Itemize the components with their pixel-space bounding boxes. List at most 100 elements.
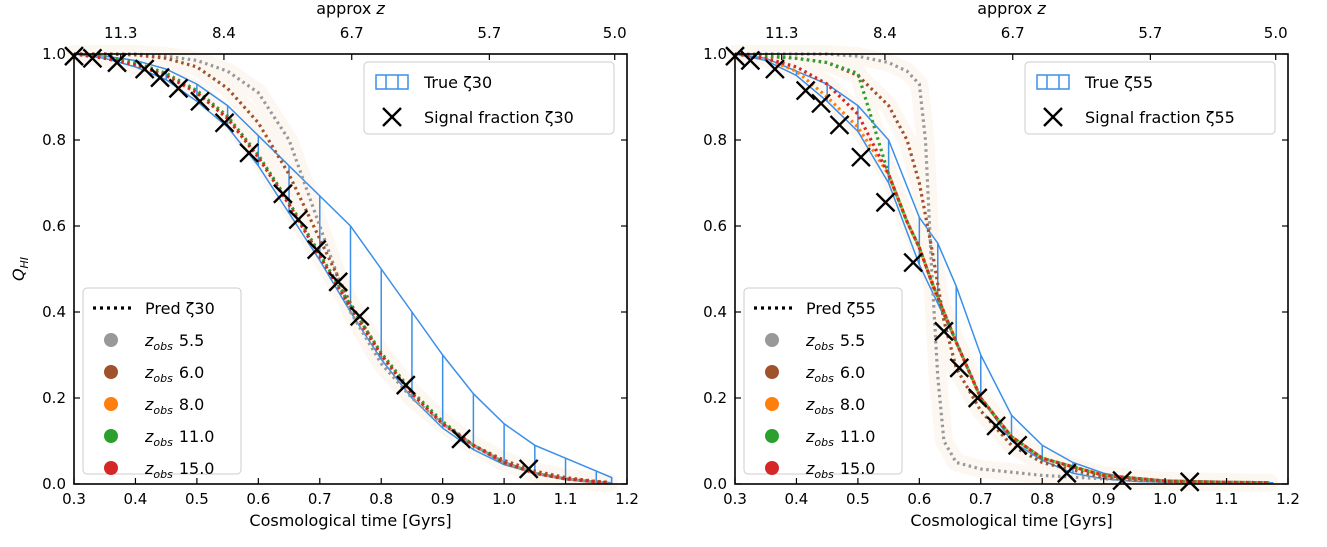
signal-fraction-point <box>190 91 210 112</box>
legend-label-main: z <box>144 331 154 350</box>
x-tick-label: 0.8 <box>1030 490 1054 508</box>
signal-marker-stroke <box>967 388 988 408</box>
legend-label-value: 15.0 <box>840 459 876 478</box>
signal-marker-stroke <box>82 48 103 69</box>
prediction-line-2 <box>74 52 609 484</box>
legend-label-value: 8.0 <box>840 395 865 414</box>
legend-lower-label: zobs 11.0 <box>144 427 214 449</box>
prediction-line-2 <box>734 52 1270 485</box>
y-tick-label: 0.0 <box>703 475 727 493</box>
legend-lower-label: zobs 8.0 <box>805 395 865 417</box>
x-tick-label: 0.6 <box>246 490 270 508</box>
top-axis-label-var: z <box>1036 0 1046 18</box>
signal-marker-stroke <box>949 358 970 378</box>
signal-marker-stroke <box>765 59 785 79</box>
legend-label-main: z <box>805 459 815 478</box>
legend-label-sub: obs <box>814 372 834 385</box>
signal-fraction-point <box>811 93 831 114</box>
signal-marker-stroke <box>349 306 370 327</box>
x-tick-label: 1.1 <box>1215 490 1239 508</box>
legend-label-sub: obs <box>153 436 173 449</box>
legend-lower-label: zobs 6.0 <box>144 363 204 385</box>
top-axis-label-word: approx <box>977 0 1037 18</box>
signal-fraction-point <box>328 272 349 292</box>
legend-lower-label: Pred ζ55 <box>806 299 876 318</box>
y-tick-label: 0.2 <box>42 389 66 407</box>
legend-label-main: z <box>144 459 154 478</box>
legend-label-sub: obs <box>814 340 834 353</box>
signal-fraction-point <box>168 78 189 99</box>
top-tick-label: 5.7 <box>477 24 501 42</box>
signal-fraction-point <box>451 429 471 449</box>
top-axis-label-var: z <box>375 0 385 18</box>
legend-upper-label: Signal fraction ζ55 <box>1085 108 1235 127</box>
top-tick-label: 6.7 <box>340 24 364 42</box>
legend-lower-label: zobs 5.5 <box>805 331 865 353</box>
legend-label-sub: obs <box>153 404 173 417</box>
signal-marker-stroke <box>150 67 170 88</box>
legend-label-main: z <box>805 395 815 414</box>
legend-lower-label: zobs 5.5 <box>144 331 204 353</box>
signal-marker-stroke <box>795 80 816 101</box>
x-tick-label: 1.1 <box>554 490 578 508</box>
x-tick-label: 1.0 <box>492 490 516 508</box>
legend-label-sub: obs <box>153 468 173 481</box>
x-tick-label: 0.5 <box>185 490 209 508</box>
signal-fraction-point <box>967 388 988 408</box>
top-axis-label: approx z <box>977 0 1046 18</box>
top-axis-label-word: approx <box>316 0 376 18</box>
y-tick-label: 0.0 <box>42 475 66 493</box>
prediction-line-5 <box>734 52 1270 485</box>
legend-label-value: 6.0 <box>840 363 865 382</box>
legend-lower-label: zobs 11.0 <box>805 427 875 449</box>
y-tick-label: 0.4 <box>703 303 727 321</box>
y-tick-label: 0.6 <box>703 217 727 235</box>
signal-fraction-point <box>986 416 1006 436</box>
y-axis-label-sub: HI <box>18 257 31 269</box>
signal-marker-stroke <box>306 239 327 260</box>
legend-dot-swatch <box>765 365 779 379</box>
legend-label-sub: obs <box>814 468 834 481</box>
legend-dot-swatch <box>765 397 779 411</box>
legend-dot-swatch <box>104 333 118 347</box>
legend-label-main: z <box>805 427 815 446</box>
signal-fraction-point <box>288 209 309 230</box>
signal-marker-stroke <box>239 143 259 163</box>
x-tick-label: 1.2 <box>615 490 639 508</box>
chart-panel-1: 0.3 0.4 0.5 0.6 0.7 0.8 0.9 1.0 1.1 1.2 0.0 0.2 0.4 0… <box>9 0 639 530</box>
signal-fraction-point <box>1007 435 1028 456</box>
x-tick-label: 0.6 <box>907 490 931 508</box>
legend-label-value: 8.0 <box>179 395 204 414</box>
y-tick-label: 0.6 <box>42 217 66 235</box>
signal-marker-stroke <box>851 147 871 168</box>
legend-lower-box <box>82 287 242 475</box>
y-axis-label-main: Q <box>9 268 28 281</box>
prediction-line-1 <box>74 52 609 485</box>
signal-marker-stroke <box>903 252 924 273</box>
signal-marker-stroke <box>107 52 127 73</box>
legend-label-sub: obs <box>153 340 173 353</box>
top-tick-label: 8.4 <box>873 24 897 42</box>
legend-band-swatch <box>375 74 409 90</box>
signal-fraction-point <box>395 375 416 395</box>
signal-fraction-point <box>795 80 816 101</box>
signal-marker-stroke <box>518 459 539 479</box>
x-tick-label: 0.4 <box>785 490 809 508</box>
legend-lower-label: zobs 15.0 <box>805 459 875 481</box>
signal-fraction-point <box>829 115 850 135</box>
legend-upper-label: True ζ30 <box>423 73 492 92</box>
signal-fraction-point <box>934 321 954 342</box>
x-axis-label: Cosmological time [Gyrs] <box>249 511 451 530</box>
x-tick-label: 0.3 <box>723 490 747 508</box>
signal-fraction-point <box>851 147 871 168</box>
plot-frame <box>734 53 1289 485</box>
top-tick-label: 11.3 <box>104 24 137 42</box>
signal-marker-stroke <box>811 93 831 114</box>
x-tick-label: 1.2 <box>1276 490 1300 508</box>
legend-band-swatch <box>1036 74 1070 90</box>
x-axis-label: Cosmological time [Gyrs] <box>910 511 1112 530</box>
signal-marker-stroke <box>395 375 416 395</box>
x-tick-label: 0.3 <box>62 490 86 508</box>
